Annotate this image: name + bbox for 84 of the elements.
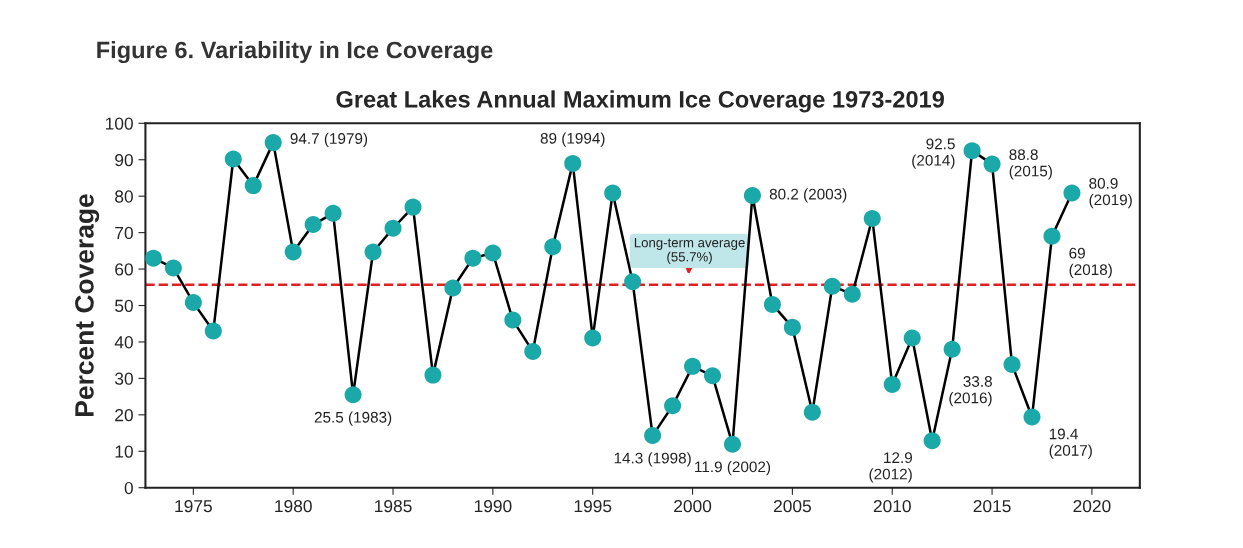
point — [504, 311, 522, 329]
point — [783, 318, 801, 336]
x-tick-label: 2005 — [773, 499, 811, 513]
point — [264, 134, 282, 152]
point — [384, 219, 402, 237]
point — [664, 397, 682, 415]
point — [704, 367, 722, 385]
annotation: 12.9 (2012) — [869, 452, 912, 483]
annotation: 89 (1994) — [540, 132, 605, 147]
point — [823, 277, 841, 295]
y-tick-label: 100 — [105, 117, 133, 130]
y-axis-title: Percent Coverage — [75, 194, 100, 416]
point — [344, 386, 362, 404]
x-tick-label: 1995 — [574, 499, 612, 513]
point — [1043, 227, 1061, 245]
point — [684, 357, 702, 375]
y-tick-label: 30 — [114, 372, 133, 385]
point — [484, 244, 502, 262]
x-tick-label: 2020 — [1073, 499, 1111, 513]
x-tick-label: 1975 — [175, 499, 212, 513]
point — [963, 142, 981, 160]
y-tick-label: 80 — [115, 190, 133, 203]
x-tick-label: 1980 — [275, 499, 312, 513]
annotation: 25.5 (1983) — [314, 411, 392, 426]
annotation: 14.3 (1998) — [614, 452, 691, 467]
point — [524, 342, 542, 360]
annotation: 11.9 (2002) — [695, 461, 771, 476]
point — [1063, 184, 1081, 202]
point — [304, 216, 322, 234]
point — [983, 155, 1001, 173]
x-tick-label: 2000 — [674, 499, 712, 513]
point — [184, 294, 202, 312]
point — [244, 177, 262, 195]
annotation: 69 (2018) — [1069, 247, 1112, 279]
point — [204, 322, 222, 340]
point — [564, 154, 582, 172]
point — [624, 273, 642, 291]
point — [544, 238, 562, 256]
point — [324, 204, 342, 222]
y-tick-label: 20 — [115, 409, 133, 422]
y-tick-label: 0 — [124, 481, 133, 495]
point — [863, 209, 881, 227]
x-tick-label: 2010 — [873, 499, 911, 513]
point — [224, 150, 242, 168]
point — [584, 329, 602, 347]
annotation: 94.7 (1979) — [290, 132, 368, 147]
y-tick-label: 40 — [114, 336, 133, 349]
point — [803, 403, 821, 421]
point — [364, 243, 382, 261]
point — [743, 186, 761, 204]
y-tick-label: 50 — [115, 299, 133, 312]
point — [404, 198, 422, 216]
point — [145, 249, 162, 267]
point — [943, 340, 961, 358]
chart-title: Figure 6. Variability in Ice Coverage — [97, 41, 493, 64]
x-tick-label: 2015 — [973, 499, 1011, 513]
annotation: 88.8 (2015) — [1009, 149, 1052, 180]
point — [464, 249, 482, 267]
y-tick-label: 90 — [115, 153, 133, 167]
point — [923, 432, 941, 450]
point — [164, 259, 182, 277]
point — [644, 427, 662, 445]
point — [604, 184, 622, 202]
x-tick-label: 1990 — [474, 499, 512, 513]
y-tick-label: 10 — [115, 445, 133, 458]
chart-subtitle: Great Lakes Annual Maximum Ice Coverage 1973-2019 — [336, 90, 944, 113]
x-tick-label: 1985 — [375, 499, 412, 513]
point — [444, 279, 462, 297]
point — [903, 329, 921, 347]
point — [883, 376, 901, 394]
annotation: 92.5 (2014) — [912, 138, 955, 169]
annotation: 80.9 (2019) — [1089, 177, 1132, 209]
annotation: 80.2 (2003) — [769, 188, 847, 203]
annotation: 33.8 (2016) — [949, 376, 992, 407]
y-tick-label: 70 — [115, 226, 133, 240]
point — [424, 366, 442, 384]
point — [723, 435, 741, 453]
point — [284, 243, 302, 261]
point — [763, 295, 781, 313]
point — [1003, 356, 1021, 374]
point — [843, 285, 861, 303]
point — [1023, 408, 1041, 426]
y-tick-label: 60 — [115, 263, 133, 276]
annotation: 19.4 (2017) — [1049, 428, 1092, 459]
